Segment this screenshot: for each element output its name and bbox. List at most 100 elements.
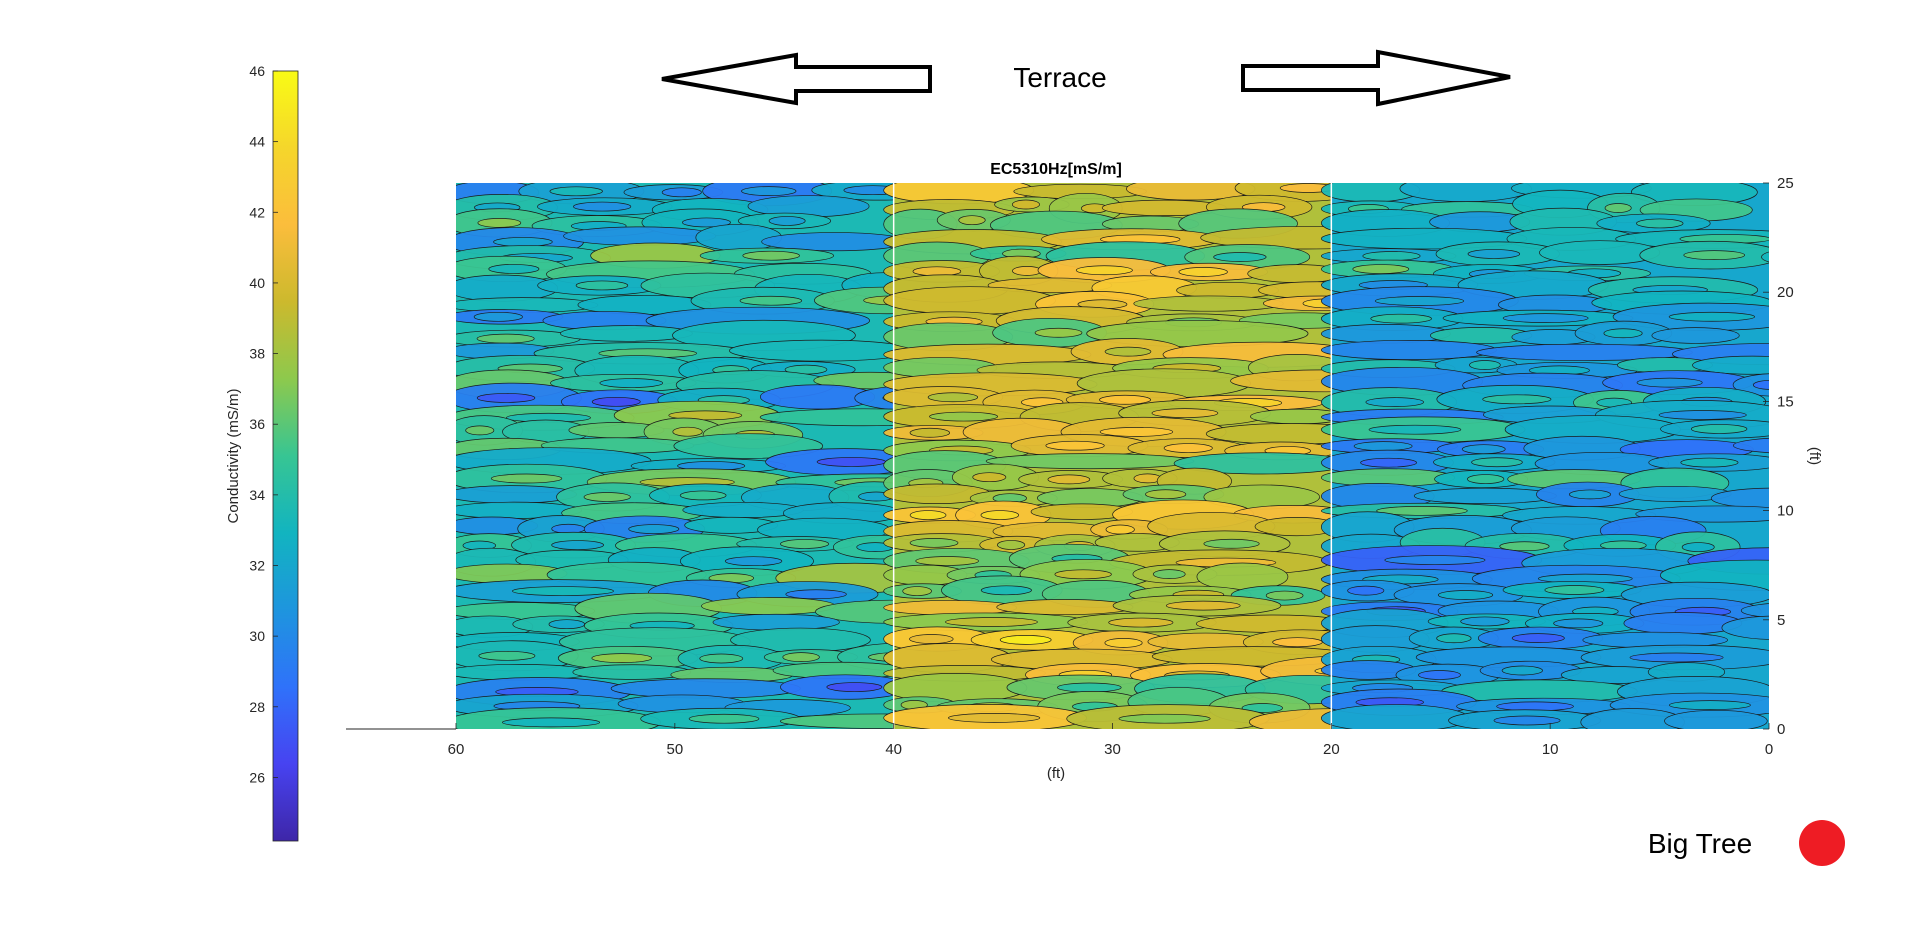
contour-band-inner — [476, 333, 535, 344]
contour-panel — [883, 183, 1434, 729]
contour-band-inner — [1108, 617, 1174, 628]
contour-band — [1710, 487, 1769, 509]
contour-band-inner — [1460, 616, 1510, 627]
contour-band-inner — [1011, 199, 1040, 210]
contour-band-inner — [1151, 408, 1219, 418]
y-tick-label: 15 — [1777, 393, 1794, 410]
contour-band — [610, 678, 801, 699]
contour-band-inner — [1012, 266, 1042, 276]
contour-band-inner — [1502, 313, 1589, 323]
contour-plot-area — [456, 183, 1841, 729]
contour-band-inner — [1471, 457, 1523, 468]
contour-band-inner — [999, 635, 1052, 645]
contour-band-inner — [473, 311, 523, 322]
contour-band-inner — [912, 266, 962, 277]
contour-band-inner — [1493, 715, 1561, 726]
y-tick-label: 0 — [1777, 721, 1785, 738]
contour-band-inner — [493, 237, 553, 247]
contour-band-inner — [1118, 713, 1211, 724]
contour-band-inner — [1752, 380, 1769, 390]
contour-band — [1761, 251, 1769, 263]
contour-band-inner — [909, 634, 954, 644]
contour-band-inner — [1241, 703, 1283, 713]
contour-band — [1692, 355, 1769, 375]
contour-band-inner — [1347, 585, 1385, 596]
contour-band-inner — [1629, 652, 1724, 663]
contour-band-inner — [1467, 249, 1521, 259]
contour-band-inner — [1568, 489, 1612, 500]
contour-band-inner — [1800, 252, 1841, 261]
colorbar-ticks: 26 28 30 32 34 36 38 40 42 44 46 — [249, 63, 278, 785]
colorbar-tick-label: 46 — [249, 63, 265, 79]
contour-band-inner — [575, 280, 629, 291]
contour-band-inner — [551, 540, 604, 550]
contour-band-inner — [741, 186, 797, 196]
contour-band-inner — [1437, 590, 1494, 600]
contour-band-inner — [1636, 377, 1703, 388]
contour-band-inner — [1418, 670, 1461, 680]
terrace-label: Terrace — [1013, 62, 1106, 93]
contour-band-inner — [929, 411, 999, 422]
contour-band-inner — [909, 427, 951, 438]
contour-panel — [1320, 183, 1841, 729]
contour-band-inner — [972, 472, 1007, 483]
y-tick-label: 20 — [1777, 284, 1794, 301]
contour-band-inner — [465, 425, 495, 436]
contour-band-inner — [1178, 267, 1228, 277]
contour-band-inner — [1384, 555, 1486, 565]
contour-band-inner — [1681, 542, 1715, 552]
contour-band — [712, 613, 840, 631]
contour-band-inner — [1553, 618, 1604, 629]
contour-band-inner — [1104, 638, 1143, 648]
contour-band — [729, 339, 915, 362]
contour-band-inner — [688, 713, 760, 724]
contour-band-inner — [945, 617, 1038, 627]
contour-band-inner — [1045, 440, 1105, 451]
contour-band-inner — [980, 510, 1020, 520]
contour-band-inner — [488, 264, 540, 274]
contour-band-inner — [1099, 394, 1151, 405]
contour-band-inner — [549, 186, 603, 197]
contour-band — [563, 226, 717, 246]
contour-band-inner — [958, 215, 986, 226]
contour-band-inner — [1047, 474, 1091, 485]
colorbar — [272, 70, 299, 842]
contour-band-inner — [1368, 424, 1462, 435]
contour-band — [1133, 295, 1284, 312]
contour-band-inner — [1352, 264, 1410, 274]
chart-title: EC5310Hz[mS/m] — [990, 161, 1122, 178]
contour-band-inner — [1163, 443, 1213, 453]
contour-band-inner — [724, 556, 783, 567]
contour-band — [1320, 340, 1497, 360]
contour-band — [673, 433, 824, 459]
contour-band-inner — [1054, 569, 1112, 580]
contour-band-inner — [679, 490, 727, 501]
contour-band-inner — [980, 585, 1032, 596]
y-axis-label: (ft) — [1806, 447, 1823, 465]
contour-band-inner — [512, 586, 614, 596]
contour-band-inner — [1658, 410, 1747, 420]
contour-band-inner — [1376, 505, 1468, 516]
colorbar-tick-label: 28 — [249, 699, 265, 715]
colorbar-tick-label: 26 — [249, 769, 265, 785]
contour-band-inner — [628, 524, 680, 534]
contour-band-inner — [1374, 296, 1465, 306]
contour-band-inner — [1482, 394, 1552, 405]
contour-band-inner — [1034, 327, 1083, 338]
contour-band-inner — [997, 540, 1026, 550]
colorbar-tick-label: 30 — [249, 628, 265, 644]
colorbar-tick-label: 34 — [249, 487, 265, 503]
contour-band-inner — [927, 392, 979, 403]
contour-band-inner — [548, 619, 586, 630]
y-tick-label: 5 — [1777, 612, 1785, 629]
contour-band — [1321, 704, 1469, 729]
contour-band-inner — [1360, 457, 1417, 468]
contour-band-inner — [1461, 444, 1506, 455]
x-tick-label: 20 — [1323, 741, 1340, 758]
contour-band — [560, 325, 693, 342]
contour-band-inner — [948, 713, 1041, 723]
contour-band-inner — [502, 717, 601, 728]
contour-band-inner — [682, 217, 731, 228]
contour-band-inner — [1105, 524, 1135, 535]
